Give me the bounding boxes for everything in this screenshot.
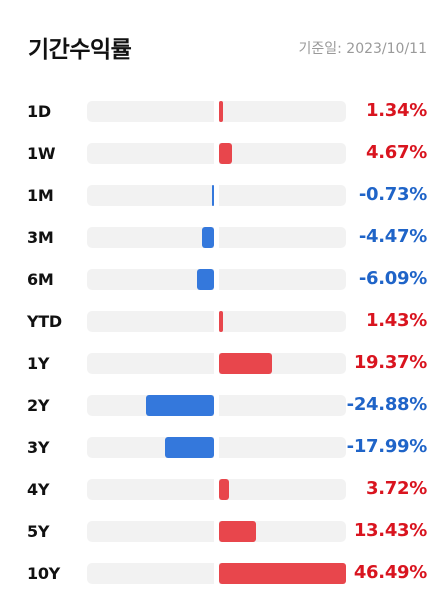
track-negative-half — [87, 227, 214, 248]
positive-return-bar — [219, 479, 230, 500]
return-bar-track — [87, 311, 346, 332]
return-row: 3M -4.47% — [0, 217, 435, 259]
negative-return-bar — [164, 437, 214, 458]
track-positive-half — [219, 101, 346, 122]
track-negative-half — [87, 479, 214, 500]
positive-return-bar — [219, 521, 256, 542]
negative-return-bar — [146, 395, 214, 416]
period-label: 1D — [27, 102, 51, 121]
return-value: -4.47% — [358, 226, 427, 247]
return-bar-track — [87, 143, 346, 164]
return-bar-track — [87, 101, 346, 122]
return-value: -0.73% — [358, 184, 427, 205]
return-value: -6.09% — [358, 268, 427, 289]
return-row: 3Y -17.99% — [0, 427, 435, 469]
return-bar-track — [87, 563, 346, 584]
track-positive-half — [219, 269, 346, 290]
track-negative-half — [87, 101, 214, 122]
return-bar-track — [87, 395, 346, 416]
return-row: 1D 1.34% — [0, 91, 435, 133]
negative-return-bar — [201, 227, 214, 248]
base-date: 기준일: 2023/10/11 — [298, 41, 428, 57]
positive-return-bar — [219, 563, 346, 584]
period-label: 1M — [27, 186, 54, 205]
return-value: 46.49% — [353, 562, 427, 583]
track-negative-half — [87, 521, 214, 542]
return-row: 2Y -24.88% — [0, 385, 435, 427]
positive-return-bar — [219, 101, 223, 122]
track-negative-half — [87, 143, 214, 164]
return-bar-track — [87, 227, 346, 248]
track-negative-half — [87, 311, 214, 332]
return-bar-track — [87, 437, 346, 458]
positive-return-bar — [219, 143, 232, 164]
return-row: 4Y 3.72% — [0, 469, 435, 511]
return-bar-track — [87, 479, 346, 500]
return-bar-track — [87, 353, 346, 374]
positive-return-bar — [219, 353, 272, 374]
period-label: 10Y — [27, 564, 60, 583]
period-label: YTD — [27, 312, 62, 331]
header: 기간수익률 기준일: 2023/10/11 — [28, 30, 428, 63]
period-label: 4Y — [27, 480, 50, 499]
return-bar-track — [87, 269, 346, 290]
return-value: -24.88% — [346, 394, 428, 415]
track-positive-half — [219, 227, 346, 248]
period-label: 3M — [27, 228, 54, 247]
track-negative-half — [87, 353, 214, 374]
negative-return-bar — [197, 269, 214, 290]
page-title: 기간수익률 — [28, 37, 132, 63]
track-positive-half — [219, 479, 346, 500]
return-value: -17.99% — [346, 436, 428, 457]
track-negative-half — [87, 269, 214, 290]
return-row: 6M -6.09% — [0, 259, 435, 301]
return-value: 1.34% — [366, 100, 427, 121]
period-returns-chart: 1D 1.34% 1W 4.67% 1M -0.73% 3M -4.47% 6M -6.09% YT… — [0, 91, 435, 595]
period-label: 3Y — [27, 438, 50, 457]
return-row: 10Y 46.49% — [0, 553, 435, 595]
negative-return-bar — [212, 185, 214, 206]
return-value: 1.43% — [366, 310, 427, 331]
track-positive-half — [219, 185, 346, 206]
return-bar-track — [87, 521, 346, 542]
track-positive-half — [219, 395, 346, 416]
period-label: 6M — [27, 270, 54, 289]
track-positive-half — [219, 311, 346, 332]
positive-return-bar — [219, 311, 223, 332]
return-row: 1W 4.67% — [0, 133, 435, 175]
return-row: 1Y 19.37% — [0, 343, 435, 385]
period-label: 2Y — [27, 396, 50, 415]
period-label: 1W — [27, 144, 56, 163]
return-bar-track — [87, 185, 346, 206]
return-row: 1M -0.73% — [0, 175, 435, 217]
return-row: 5Y 13.43% — [0, 511, 435, 553]
track-positive-half — [219, 143, 346, 164]
track-positive-half — [219, 437, 346, 458]
period-label: 5Y — [27, 522, 50, 541]
return-row: YTD 1.43% — [0, 301, 435, 343]
period-label: 1Y — [27, 354, 50, 373]
track-negative-half — [87, 563, 214, 584]
track-negative-half — [87, 185, 214, 206]
return-value: 13.43% — [353, 520, 427, 541]
return-value: 4.67% — [366, 142, 427, 163]
return-value: 19.37% — [353, 352, 427, 373]
return-value: 3.72% — [366, 478, 427, 499]
